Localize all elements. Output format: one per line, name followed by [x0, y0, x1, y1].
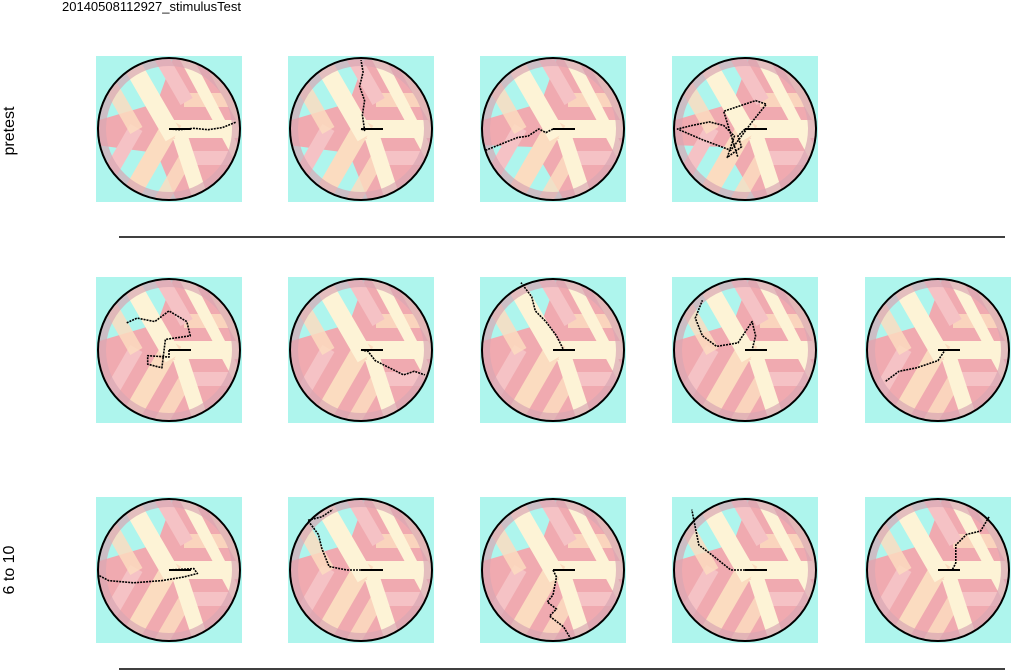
arena-outline	[673, 57, 817, 201]
arm-stripe	[179, 280, 239, 392]
arena-outline	[481, 498, 625, 642]
arena-panel	[96, 277, 242, 423]
arena-outline	[97, 57, 241, 201]
arena-panel	[865, 497, 1011, 643]
arena-outline	[866, 498, 1010, 642]
arena-panel	[96, 56, 242, 202]
arena-rim	[99, 59, 239, 199]
arm-stripe	[507, 59, 566, 142]
arm-stripe	[507, 500, 566, 583]
arm-stripe	[563, 280, 623, 392]
figure-title: 20140508112927_stimulusTest	[62, 0, 242, 14]
arm-stripe	[755, 500, 815, 612]
fly-trajectory	[99, 567, 199, 584]
arm-stripe	[563, 59, 623, 171]
arena-outline	[97, 278, 241, 422]
arena-rim	[483, 59, 623, 199]
arena-panel	[288, 56, 434, 202]
fly-trajectory	[546, 569, 572, 640]
arm-stripe	[365, 354, 401, 420]
arena-panel	[865, 277, 1011, 423]
arena-panel	[96, 497, 242, 643]
arena-rim	[483, 500, 623, 640]
fly-trajectory	[485, 128, 554, 152]
arena-outline	[289, 57, 433, 201]
arm-stripe	[948, 500, 1008, 612]
arm-stripe	[699, 59, 758, 142]
arm-stripe	[749, 354, 785, 420]
arena-panel	[480, 277, 626, 423]
arena-panel	[672, 277, 818, 423]
arm-stripe	[365, 133, 401, 199]
arena-rim	[99, 280, 239, 420]
arm-stripe	[315, 500, 374, 583]
arm-stripe	[123, 500, 182, 583]
arm-stripe	[173, 133, 209, 199]
arm-stripe	[892, 280, 951, 363]
arm-stripe	[123, 59, 182, 142]
arena-outline	[97, 498, 241, 642]
arena-panel	[288, 277, 434, 423]
arm-stripe	[749, 574, 785, 640]
arena-rim	[291, 280, 431, 420]
arena-panel	[480, 56, 626, 202]
arm-stripe	[942, 354, 978, 420]
arena-rim	[291, 59, 431, 199]
fly-trajectory	[358, 59, 366, 132]
fly-trajectory	[938, 516, 990, 571]
arm-stripe	[365, 574, 401, 640]
fly-trajectory	[306, 508, 361, 571]
arm-stripe	[563, 500, 623, 612]
arena-outline	[481, 57, 625, 201]
arm-stripe	[557, 133, 593, 199]
arena-outline	[673, 498, 817, 642]
arm-stripe	[507, 280, 566, 363]
fly-trajectory	[694, 300, 757, 351]
arm-stripe	[749, 133, 785, 199]
fly-trajectory	[126, 310, 192, 369]
arm-stripe	[371, 59, 431, 171]
arm-stripe	[948, 280, 1008, 392]
arm-stripe	[315, 280, 374, 363]
arm-stripe	[173, 574, 209, 640]
arena-outline	[289, 498, 433, 642]
arena-panel	[288, 497, 434, 643]
arm-stripe	[173, 354, 209, 420]
fly-trajectory	[360, 349, 426, 376]
arena-outline	[866, 278, 1010, 422]
arena-rim	[868, 280, 1008, 420]
arm-stripe	[123, 280, 182, 363]
arm-stripe	[699, 280, 758, 363]
arena-panel	[672, 497, 818, 643]
arm-stripe	[315, 59, 374, 142]
arm-stripe	[371, 280, 431, 392]
arena-rim	[483, 280, 623, 420]
fly-trajectory	[884, 349, 946, 383]
arena-rim	[675, 500, 815, 640]
arm-stripe	[699, 500, 758, 583]
arm-stripe	[179, 500, 239, 612]
arena-outline	[481, 278, 625, 422]
arm-stripe	[557, 354, 593, 420]
fly-trajectory	[691, 509, 745, 571]
arm-stripe	[892, 500, 951, 583]
arm-stripe	[557, 574, 593, 640]
arena-panel	[480, 497, 626, 643]
arena-rim	[868, 500, 1008, 640]
arm-stripe	[371, 500, 431, 612]
arm-stripe	[755, 280, 815, 392]
arena-rim	[291, 500, 431, 640]
arm-stripe	[942, 574, 978, 640]
arena-rim	[675, 280, 815, 420]
arena-rim	[99, 500, 239, 640]
arm-stripe	[755, 59, 815, 171]
arena-outline	[289, 278, 433, 422]
arm-stripe	[179, 59, 239, 171]
fly-trajectory	[520, 282, 565, 351]
fly-trajectory	[676, 99, 768, 159]
arena-panel	[672, 56, 818, 202]
arena-outline	[673, 278, 817, 422]
